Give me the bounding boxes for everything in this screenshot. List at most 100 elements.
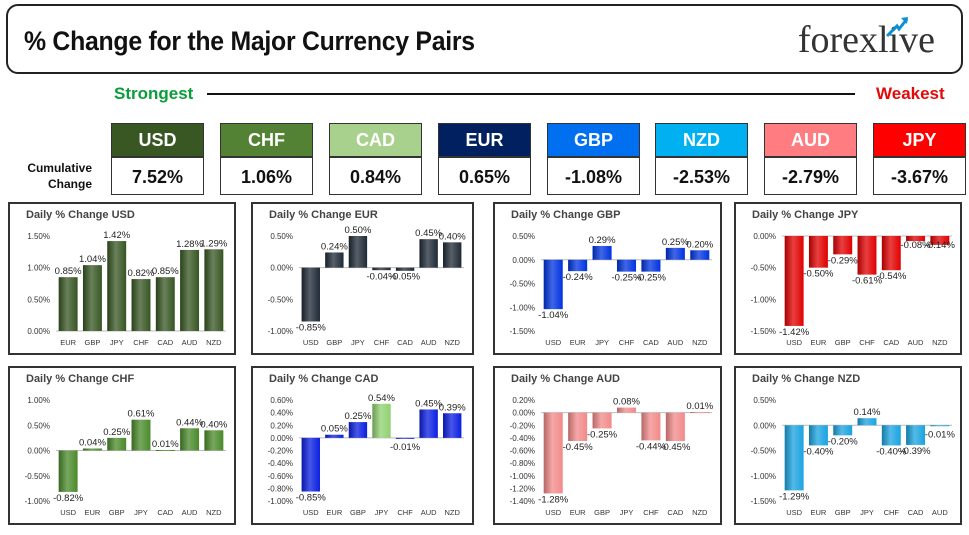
data-label: 0.08% xyxy=(613,397,640,408)
x-tick-label: GBP xyxy=(835,508,851,517)
bar-usd xyxy=(784,236,804,326)
data-label: -0.40% xyxy=(876,446,907,457)
bar-eur xyxy=(568,412,588,442)
bar-eur xyxy=(808,425,828,446)
bar-jpy xyxy=(348,236,368,268)
bar-cad xyxy=(155,449,175,451)
data-label: -0.54% xyxy=(876,271,907,282)
x-tick-label: JPY xyxy=(620,508,634,517)
data-label: -1.42% xyxy=(779,327,810,338)
y-tick-label: -0.50% xyxy=(751,447,776,456)
data-label: -0.25% xyxy=(636,273,667,284)
data-label: -1.04% xyxy=(538,310,569,321)
chart-panel-5: Daily % Change CAD -1.00% -0.80% -0.60% -0.4… xyxy=(251,366,474,525)
x-tick-label: CAD xyxy=(157,338,173,347)
cumulative-change-label: Cumulative Change xyxy=(26,160,92,192)
x-tick-label: NZD xyxy=(206,338,222,347)
x-tick-label: CAD xyxy=(643,338,659,347)
x-tick-label: USD xyxy=(60,508,76,517)
y-tick-label: -0.50% xyxy=(751,264,776,273)
currency-header-jpy: JPY xyxy=(873,123,966,157)
data-label: -0.85% xyxy=(296,323,327,334)
bar-usd xyxy=(543,412,563,494)
chart-title: Daily % Change JPY xyxy=(752,209,859,221)
bar-gbp xyxy=(325,252,344,268)
bar-eur xyxy=(82,448,102,451)
data-label: -0.14% xyxy=(925,240,956,251)
data-label: 0.04% xyxy=(79,437,106,448)
data-label: -0.01% xyxy=(390,442,421,453)
title-box: % Change for the Major Currency Pairs fo… xyxy=(6,4,963,74)
y-tick-label: -0.20% xyxy=(268,447,293,456)
x-tick-label: AUD xyxy=(421,508,437,517)
x-tick-label: AUD xyxy=(667,338,683,347)
y-tick-label: -0.50% xyxy=(510,280,535,289)
bar-nzd xyxy=(930,236,950,245)
data-label: 0.29% xyxy=(589,235,616,246)
bar-gbp xyxy=(82,265,102,331)
x-tick-label: CAD xyxy=(397,338,413,347)
data-label: -1.28% xyxy=(538,494,569,505)
x-tick-label: NZD xyxy=(445,508,461,517)
data-label: 0.45% xyxy=(415,398,442,409)
bar-chart: -1.50% -1.00% -0.50% 0.00% 0.50% -1.04% USD -0.… xyxy=(510,232,714,347)
y-tick-label: -1.40% xyxy=(510,497,535,506)
y-tick-label: 0.50% xyxy=(753,396,776,405)
bar-chf xyxy=(857,236,877,275)
data-label: 0.01% xyxy=(152,439,179,450)
bar-eur xyxy=(808,236,828,268)
currency-header-eur: EUR xyxy=(438,123,531,157)
bar-cad xyxy=(155,277,175,331)
y-tick-label: 0.20% xyxy=(512,396,535,405)
y-tick-label: 0.50% xyxy=(27,421,50,430)
cumulative-label-line2: Change xyxy=(47,177,92,191)
y-tick-label: -1.50% xyxy=(751,497,776,506)
data-label: 1.29% xyxy=(200,238,227,249)
chart-title: Daily % Change GBP xyxy=(511,209,621,221)
y-tick-label: 0.00% xyxy=(27,447,50,456)
x-tick-label: EUR xyxy=(570,508,586,517)
data-label: -0.01% xyxy=(925,429,956,440)
data-label: -0.04% xyxy=(366,272,397,283)
bar-chart: -1.50% -1.00% -0.50% 0.00% 0.50% -1.29% USD -0.… xyxy=(751,396,956,517)
bar-chart: 0.00% 0.50% 1.00% 1.50% 0.85% EUR 1.04% GBP 1.42… xyxy=(27,230,228,347)
y-tick-label: -1.00% xyxy=(25,497,50,506)
y-tick-label: -1.20% xyxy=(510,484,535,493)
data-label: -0.61% xyxy=(852,276,883,287)
x-tick-label: AUD xyxy=(182,508,198,517)
bar-gbp xyxy=(833,425,853,436)
data-label: -0.44% xyxy=(636,441,667,452)
currency-header-gbp: GBP xyxy=(547,123,640,157)
data-label: -0.25% xyxy=(587,429,618,440)
data-label: -1.29% xyxy=(779,491,810,502)
data-label: 0.25% xyxy=(662,237,689,248)
chart-panel-4: Daily % Change CHF -1.00% -0.50% 0.00% 0.50%… xyxy=(8,366,236,525)
x-tick-label: CAD xyxy=(908,508,924,517)
strength-divider xyxy=(207,93,855,95)
x-tick-label: GBP xyxy=(109,508,125,517)
bar-chf xyxy=(641,412,661,441)
chart-title: Daily % Change AUD xyxy=(511,373,621,385)
data-label: -0.05% xyxy=(390,272,421,283)
y-tick-label: 0.00% xyxy=(753,232,776,241)
x-tick-label: CHF xyxy=(133,338,149,347)
x-tick-label: JPY xyxy=(860,508,874,517)
x-tick-label: USD xyxy=(786,508,802,517)
bar-usd xyxy=(784,425,804,491)
y-tick-label: -0.80% xyxy=(268,484,293,493)
bar-aud xyxy=(180,249,200,331)
weakest-label: Weakest xyxy=(876,84,945,103)
data-label: -0.20% xyxy=(828,436,859,447)
y-tick-label: -1.00% xyxy=(268,327,293,336)
x-tick-label: EUR xyxy=(60,338,76,347)
chart-panel-3: Daily % Change JPY -1.50% -1.00% -0.50% 0.00… xyxy=(734,202,962,355)
currency-value-gbp: -1.08% xyxy=(547,157,640,195)
y-tick-label: 0.00% xyxy=(270,264,293,273)
data-label: 0.40% xyxy=(439,231,466,242)
y-tick-label: 1.50% xyxy=(27,232,50,241)
currency-value-aud: -2.79% xyxy=(764,157,857,195)
x-tick-label: AUD xyxy=(182,338,198,347)
currency-value-usd: 7.52% xyxy=(111,157,204,195)
y-tick-label: -1.00% xyxy=(510,303,535,312)
x-tick-label: EUR xyxy=(326,508,342,517)
